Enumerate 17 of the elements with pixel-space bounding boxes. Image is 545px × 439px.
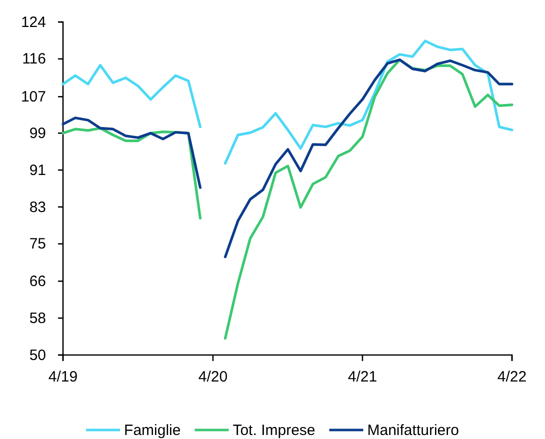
y-tick-label: 50 (29, 346, 46, 364)
x-tick-label: 4/19 (48, 368, 78, 386)
y-tick-label: 91 (29, 162, 46, 179)
y-tick-label: 83 (29, 198, 46, 216)
x-tick-label: 4/22 (497, 368, 527, 386)
y-tick-label: 66 (29, 273, 46, 290)
y-tick-label: 107 (20, 88, 46, 106)
legend-label: Famiglie (124, 422, 181, 439)
legend-label: Tot. Imprese (232, 422, 316, 439)
legend-label: Manifatturiero (367, 422, 459, 439)
y-tick-label: 99 (29, 124, 46, 142)
y-tick-label: 75 (29, 236, 46, 253)
x-tick-label: 4/21 (348, 368, 378, 386)
y-tick-label: 124 (20, 14, 46, 31)
x-tick-label: 4/20 (198, 368, 228, 386)
y-tick-label: 116 (22, 50, 46, 68)
y-tick-label: 58 (29, 310, 46, 327)
